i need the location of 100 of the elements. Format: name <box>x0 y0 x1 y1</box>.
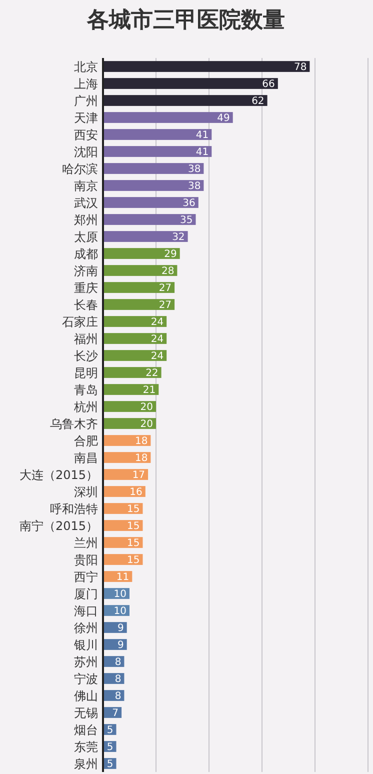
bar <box>103 316 167 327</box>
data-label: 29 <box>164 249 177 260</box>
y-tick-label: 银川 <box>73 638 98 652</box>
y-tick-label: 青岛 <box>74 383 98 397</box>
y-tick-label: 厦门 <box>74 587 98 601</box>
bar <box>103 350 167 361</box>
data-label: 21 <box>142 385 156 396</box>
y-tick-label: 广州 <box>74 94 98 108</box>
data-label: 49 <box>217 113 230 124</box>
bar <box>103 146 212 157</box>
bar <box>103 265 178 276</box>
data-label: 18 <box>134 436 148 447</box>
bar <box>103 214 196 225</box>
y-tick-label: 沈阳 <box>74 145 98 159</box>
y-tick-label: 无锡 <box>74 706 98 720</box>
bar <box>103 452 151 463</box>
bar <box>103 554 143 565</box>
y-tick-label: 长春 <box>74 298 98 312</box>
bar <box>103 367 162 378</box>
data-label: 24 <box>150 317 164 328</box>
data-label: 9 <box>117 623 124 634</box>
y-tick-label: 太原 <box>74 230 98 244</box>
bar <box>103 520 143 531</box>
bar <box>103 299 175 310</box>
data-label: 78 <box>294 62 307 73</box>
y-tick-label: 西宁 <box>74 570 98 584</box>
data-label: 28 <box>161 266 174 277</box>
data-label: 62 <box>252 96 264 107</box>
y-tick-label: 深圳 <box>74 485 98 499</box>
bar <box>103 503 143 514</box>
data-label: 9 <box>117 640 124 651</box>
y-tick-label: 杭州 <box>73 400 98 414</box>
data-label: 15 <box>127 504 140 515</box>
data-label: 27 <box>158 300 172 311</box>
bar <box>103 61 310 72</box>
data-label: 38 <box>188 164 201 175</box>
y-tick-label: 南京 <box>74 179 98 193</box>
y-tick-label: 宁波 <box>74 672 98 686</box>
data-label: 22 <box>146 368 158 379</box>
bar <box>103 197 198 208</box>
y-tick-label: 烟台 <box>74 723 98 737</box>
bar <box>103 129 212 140</box>
data-label: 8 <box>114 657 122 668</box>
data-label: 5 <box>106 759 114 770</box>
data-label: 32 <box>172 232 185 243</box>
data-label: 8 <box>114 691 122 702</box>
data-label: 38 <box>188 181 201 192</box>
data-label: 10 <box>114 589 126 600</box>
data-label: 5 <box>106 725 114 736</box>
data-label: 24 <box>150 334 164 345</box>
y-tick-label: 乌鲁木齐 <box>50 417 98 431</box>
y-tick-label: 西安 <box>74 128 98 142</box>
y-tick-label: 佛山 <box>74 689 98 703</box>
data-label: 15 <box>127 555 140 566</box>
y-tick-label: 贵阳 <box>74 553 98 567</box>
data-label: 11 <box>116 572 130 583</box>
y-tick-label: 济南 <box>74 264 98 278</box>
y-tick-label: 呼和浩特 <box>50 502 98 516</box>
y-tick-label: 兰州 <box>74 536 98 550</box>
bar <box>103 418 156 429</box>
data-label: 18 <box>134 453 148 464</box>
y-tick-label: 哈尔滨 <box>62 162 98 176</box>
bar <box>103 469 148 480</box>
y-tick-label: 长沙 <box>74 349 98 363</box>
data-label: 20 <box>140 419 153 430</box>
bar <box>103 401 156 412</box>
y-tick-label: 海口 <box>74 604 98 618</box>
bar <box>103 163 204 174</box>
bar <box>103 537 143 548</box>
data-label: 15 <box>127 521 140 532</box>
y-tick-label: 东莞 <box>74 740 98 754</box>
y-tick-label: 北京 <box>74 60 98 74</box>
data-label: 16 <box>130 487 142 498</box>
y-tick-label: 泉州 <box>74 757 98 771</box>
bar <box>103 95 268 106</box>
data-label: 20 <box>140 402 153 413</box>
bar <box>103 384 159 395</box>
y-tick-label: 天津 <box>74 111 98 125</box>
chart-title: 各城市三甲医院数量 <box>86 7 285 33</box>
y-tick-label: 徐州 <box>74 621 98 635</box>
data-label: 5 <box>106 742 114 753</box>
data-label: 10 <box>114 606 126 617</box>
data-label: 41 <box>196 130 209 141</box>
y-tick-label: 郑州 <box>74 213 98 227</box>
bar <box>103 248 180 259</box>
data-label: 36 <box>182 198 196 209</box>
y-tick-label: 南昌 <box>74 451 98 465</box>
data-label: 24 <box>150 351 164 362</box>
data-label: 15 <box>127 538 140 549</box>
y-tick-label: 石家庄 <box>62 315 98 329</box>
y-tick-label: 福州 <box>74 332 98 346</box>
data-label: 27 <box>158 283 172 294</box>
data-label: 7 <box>112 708 119 719</box>
bar <box>103 435 151 446</box>
y-tick-label: 合肥 <box>74 434 98 448</box>
data-label: 8 <box>114 674 122 685</box>
data-label: 17 <box>132 470 146 481</box>
y-tick-label: 成都 <box>74 247 98 261</box>
y-tick-label: 上海 <box>74 77 98 91</box>
data-label: 35 <box>180 215 193 226</box>
